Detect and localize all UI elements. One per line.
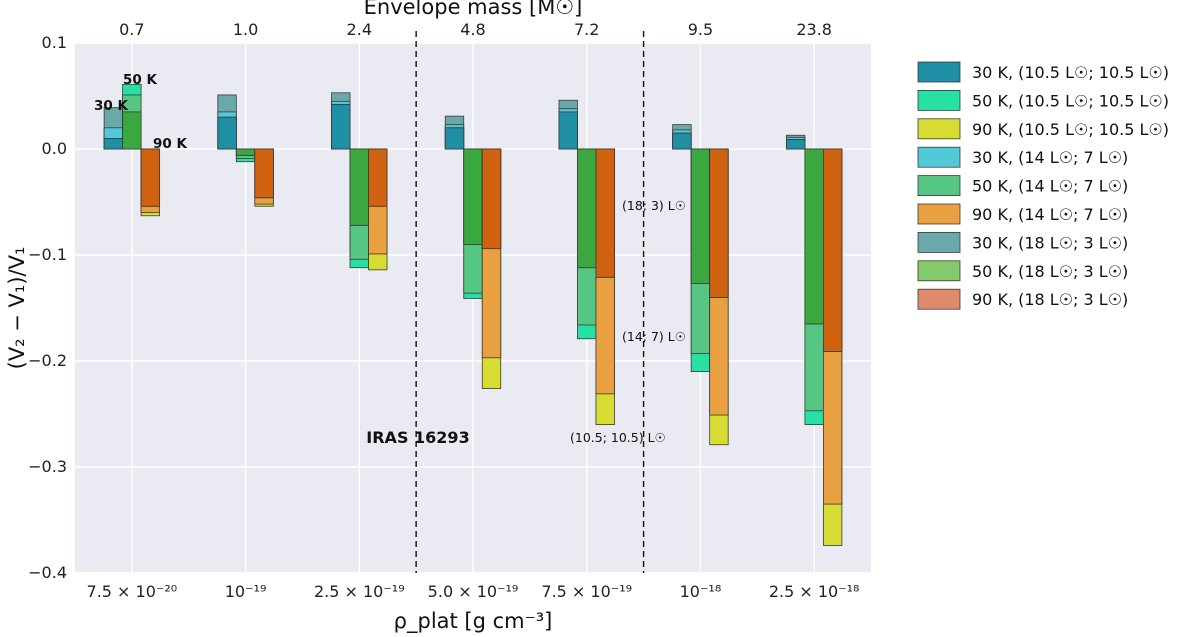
top-tick-label: 9.5 [688, 20, 713, 39]
y-ticks: 0.1 0.0 −0.1 −0.2 −0.3 −0.4 [28, 33, 67, 582]
bar-core [103, 137, 124, 150]
y-axis-title: (V₂ − V₁)/V₁ [5, 247, 29, 370]
top-tick-label: 7.2 [574, 20, 599, 39]
legend-label: 50 K, (18 L☉; 3 L☉) [972, 262, 1128, 281]
bar-core [122, 111, 142, 150]
x-ticks: 7.5 × 10⁻²⁰ 10⁻¹⁹ 2.5 × 10⁻¹⁹ 5.0 × 10⁻¹⁹ 7.… [87, 582, 860, 601]
x-tick-label: 7.5 × 10⁻²⁰ [87, 582, 178, 601]
x-tick-label: 2.5 × 10⁻¹⁹ [314, 582, 405, 601]
group-dividers [415, 31, 645, 573]
bar-core [140, 148, 161, 207]
top-tick-label: 4.8 [460, 20, 485, 39]
x-tick-label: 2.5 × 10⁻¹⁸ [769, 582, 860, 601]
top-tick-label: 1.0 [233, 20, 258, 39]
top-tick-label: 2.4 [347, 20, 372, 39]
bar-core [463, 148, 483, 245]
annotation-lum-14-7: (14; 7) L☉ [622, 329, 686, 344]
legend-swatch [917, 203, 961, 225]
legend-label: 90 K, (18 L☉; 3 L☉) [972, 290, 1128, 309]
bar-core [690, 148, 711, 285]
y-tick-label: −0.1 [28, 245, 67, 264]
bar-core [822, 148, 843, 352]
legend-label: 30 K, (18 L☉; 3 L☉) [972, 233, 1128, 252]
x-tick-label: 10⁻¹⁸ [680, 582, 722, 601]
bar-core [577, 148, 597, 269]
top-tick-label: 0.7 [119, 20, 144, 39]
bar-core [217, 116, 237, 150]
top-tick-label: 23.8 [796, 20, 832, 39]
legend-swatch [917, 175, 961, 197]
bar-core [558, 111, 578, 150]
bars [103, 83, 843, 546]
y-tick-label: −0.2 [28, 351, 67, 370]
bar-core [804, 148, 824, 325]
bar-core [785, 139, 806, 150]
x-tick-label: 5.0 × 10⁻¹⁹ [428, 582, 519, 601]
bar-core [254, 148, 274, 199]
legend-label: 30 K, (10.5 L☉; 10.5 L☉) [972, 63, 1169, 82]
annotation-90k: 90 K [153, 136, 187, 152]
bar-core [709, 148, 729, 298]
x-tick-label: 10⁻¹⁹ [225, 582, 267, 601]
legend-label: 90 K, (10.5 L☉; 10.5 L☉) [972, 120, 1169, 139]
annotation-30k: 30 K [94, 98, 128, 114]
bar-core [444, 127, 465, 150]
x-tick-label: 7.5 × 10⁻¹⁹ [541, 582, 632, 601]
legend-swatch [917, 90, 961, 111]
bar-core [481, 148, 502, 250]
legend-swatch [917, 118, 961, 140]
bar-core [331, 104, 351, 150]
y-tick-label: −0.4 [28, 563, 67, 582]
annotation-lum-10-10: (10.5; 10.5) L☉ [570, 430, 666, 445]
top-axis-title: Envelope mass [M☉] [364, 0, 583, 19]
top-x-ticks: 0.7 1.0 2.4 4.8 7.2 9.5 23.8 [119, 20, 832, 39]
annotation-50k: 50 K [123, 72, 157, 88]
y-tick-label: 0.0 [42, 139, 67, 158]
legend-swatch [917, 146, 961, 168]
legend-label: 90 K, (14 L☉; 7 L☉) [972, 205, 1128, 224]
annotation-lum-18-3: (18; 3) L☉ [622, 198, 686, 213]
legend-swatch [917, 231, 961, 253]
x-axis-title: ρ_plat [g cm⁻³] [394, 609, 553, 634]
legend-label: 50 K, (10.5 L☉; 10.5 L☉) [972, 91, 1169, 110]
legend-label: 30 K, (14 L☉; 7 L☉) [972, 148, 1128, 167]
y-tick-label: −0.3 [28, 457, 67, 476]
annotation-source: IRAS 16293 [366, 428, 469, 447]
bar-core [368, 148, 388, 207]
bar-core [349, 148, 369, 226]
bar-core [672, 132, 692, 150]
legend-swatch [917, 260, 961, 282]
legend: 30 K, (10.5 L☉; 10.5 L☉) 50 K, (10.5 L☉; … [917, 61, 1169, 310]
bar-core [235, 148, 256, 156]
legend-label: 50 K, (14 L☉; 7 L☉) [972, 177, 1128, 196]
y-tick-label: 0.1 [42, 33, 67, 52]
bar-core [595, 148, 615, 278]
legend-swatch [917, 288, 961, 310]
legend-swatch [917, 61, 961, 83]
